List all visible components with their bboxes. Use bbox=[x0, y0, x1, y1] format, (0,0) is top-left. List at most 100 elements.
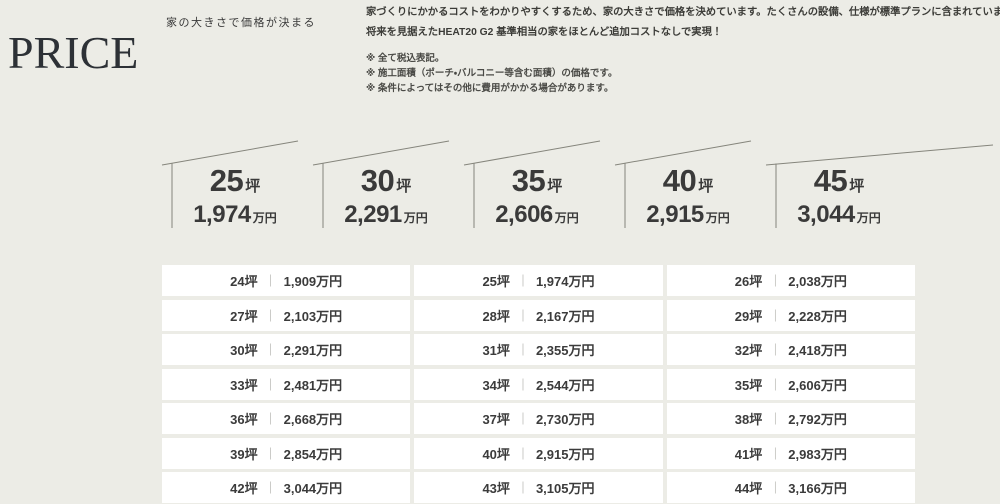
cell-price-value: 2,668 bbox=[283, 412, 317, 427]
card-price-unit: 万円 bbox=[705, 211, 730, 225]
cell-size-unit: 坪 bbox=[749, 377, 763, 393]
cell-size: 27坪 bbox=[230, 306, 257, 325]
cell-size-unit: 坪 bbox=[749, 343, 763, 358]
cell-size: 41坪 bbox=[735, 444, 762, 463]
cell-price: 2,854万円 bbox=[284, 444, 343, 463]
card-size: 45 坪 bbox=[766, 165, 912, 203]
cell-size-value: 27 bbox=[230, 308, 245, 324]
cell-size-unit: 坪 bbox=[244, 377, 258, 393]
cell-size-unit: 坪 bbox=[496, 446, 510, 462]
cell-price-unit: 万円 bbox=[316, 412, 343, 427]
card-price-value: 2,606 bbox=[495, 201, 553, 228]
cell-size-value: 29 bbox=[734, 308, 750, 324]
cell-price: 1,974万円 bbox=[536, 271, 595, 290]
cell-price-unit: 万円 bbox=[568, 412, 595, 427]
cell-size-value: 37 bbox=[482, 412, 497, 427]
price-table-cell: 24坪 ｜ 1,909万円 bbox=[162, 265, 411, 296]
price-table-cell: 26坪 ｜ 2,038万円 bbox=[666, 265, 915, 296]
cell-size-unit: 坪 bbox=[749, 274, 763, 289]
card-size-value: 45 bbox=[813, 163, 848, 198]
cell-price: 3,105万円 bbox=[536, 478, 595, 497]
cell-size-value: 40 bbox=[482, 446, 497, 462]
cell-size: 38坪 bbox=[735, 409, 762, 428]
card-size: 25 坪 bbox=[162, 165, 308, 203]
cell-price-value: 2,481 bbox=[283, 377, 317, 393]
cell-size: 34坪 bbox=[482, 375, 509, 394]
cell-price-value: 2,103 bbox=[283, 308, 317, 324]
card-price: 3,044 万円 bbox=[766, 202, 912, 231]
cell-separator: ｜ bbox=[264, 412, 277, 426]
cell-separator: ｜ bbox=[769, 274, 782, 288]
cell-price: 2,228万円 bbox=[788, 306, 847, 325]
cell-size-unit: 坪 bbox=[496, 377, 510, 393]
page-title: PRICE bbox=[8, 26, 139, 78]
cell-size: 37坪 bbox=[482, 409, 509, 428]
price-table-cell: 30坪 ｜ 2,291万円 bbox=[162, 334, 411, 365]
cell-separator: ｜ bbox=[516, 274, 529, 288]
cell-price-value: 2,291 bbox=[283, 343, 317, 358]
cell-price: 2,103万円 bbox=[284, 306, 343, 325]
cell-price-unit: 万円 bbox=[316, 343, 343, 358]
cell-size-value: 38 bbox=[734, 412, 750, 427]
cell-price-unit: 万円 bbox=[820, 481, 847, 496]
cell-size-value: 39 bbox=[230, 446, 245, 462]
cell-separator: ｜ bbox=[516, 412, 529, 426]
card-price-value: 1,974 bbox=[193, 201, 251, 228]
cell-size: 29坪 bbox=[735, 306, 762, 325]
cell-separator: ｜ bbox=[516, 308, 529, 323]
price-card: 40 坪 2,915 万円 bbox=[615, 142, 761, 240]
cell-price-unit: 万円 bbox=[820, 446, 847, 462]
cell-size-value: 26 bbox=[734, 274, 750, 289]
cell-price-unit: 万円 bbox=[568, 343, 595, 358]
cell-size: 35坪 bbox=[735, 375, 762, 394]
cell-separator: ｜ bbox=[264, 343, 277, 357]
price-table-cell: 31坪 ｜ 2,355万円 bbox=[414, 334, 663, 365]
price-table-cell: 35坪 ｜ 2,606万円 bbox=[666, 368, 915, 400]
cell-separator: ｜ bbox=[264, 377, 277, 392]
cell-price-unit: 万円 bbox=[820, 377, 847, 393]
notes: ※ 全て税込表記。 ※ 施工面積（ポーチ・バルコニー等含む面積）の価格です。 ※… bbox=[366, 51, 617, 96]
cell-separator: ｜ bbox=[769, 412, 782, 426]
card-price-unit: 万円 bbox=[403, 211, 428, 225]
cell-size: 43坪 bbox=[482, 478, 509, 497]
cell-size-unit: 坪 bbox=[496, 274, 510, 289]
cell-price: 2,606万円 bbox=[788, 375, 847, 394]
card-price-unit: 万円 bbox=[856, 211, 881, 225]
cell-size: 31坪 bbox=[482, 340, 509, 359]
price-cards: 25 坪 1,974 万円 30 坪 2,291 万円 35 坪 2,606 万円 bbox=[162, 142, 912, 240]
cell-size-value: 32 bbox=[734, 343, 750, 358]
intro-line-2: 将来を見据えたHEAT20 G2 基準相当の家をほとんど追加コストなしで実現！ bbox=[366, 26, 723, 38]
cell-price: 2,355万円 bbox=[536, 340, 595, 359]
cell-size-unit: 坪 bbox=[244, 308, 258, 324]
price-table-cell: 42坪 ｜ 3,044万円 bbox=[162, 472, 411, 503]
price-card: 30 坪 2,291 万円 bbox=[313, 142, 459, 240]
cell-price-unit: 万円 bbox=[316, 377, 343, 393]
cell-size-unit: 坪 bbox=[244, 446, 258, 462]
cell-separator: ｜ bbox=[769, 377, 782, 392]
cell-price-value: 2,983 bbox=[788, 446, 821, 462]
price-table-cell: 27坪 ｜ 2,103万円 bbox=[162, 299, 411, 331]
cell-price-unit: 万円 bbox=[316, 308, 343, 324]
cell-size-unit: 坪 bbox=[496, 481, 510, 496]
cell-price-unit: 万円 bbox=[568, 481, 595, 496]
cell-size-value: 42 bbox=[230, 481, 245, 496]
note-line: ※ 条件によってはその他に費用がかかる場合があります。 bbox=[366, 83, 614, 94]
cell-price: 2,038万円 bbox=[788, 271, 847, 290]
price-table-cell: 36坪 ｜ 2,668万円 bbox=[162, 403, 411, 434]
cell-size: 24坪 bbox=[230, 271, 257, 290]
cell-size-unit: 坪 bbox=[749, 412, 763, 427]
cell-size-unit: 坪 bbox=[244, 412, 258, 427]
cell-price-value: 2,167 bbox=[535, 308, 569, 324]
cell-size: 28坪 bbox=[482, 306, 509, 325]
cell-price-unit: 万円 bbox=[316, 274, 343, 289]
cell-price: 2,481万円 bbox=[284, 375, 343, 394]
cell-price-unit: 万円 bbox=[820, 343, 847, 358]
card-price-unit: 万円 bbox=[252, 211, 277, 225]
cell-separator: ｜ bbox=[769, 343, 782, 357]
cell-price-value: 2,730 bbox=[535, 412, 569, 427]
card-size: 30 坪 bbox=[313, 165, 459, 203]
cell-size: 44坪 bbox=[735, 478, 762, 497]
price-table: 24坪 ｜ 1,909万円 25坪 ｜ 1,974万円 26坪 ｜ 2,038万… bbox=[162, 265, 915, 503]
cell-size-unit: 坪 bbox=[244, 343, 258, 358]
